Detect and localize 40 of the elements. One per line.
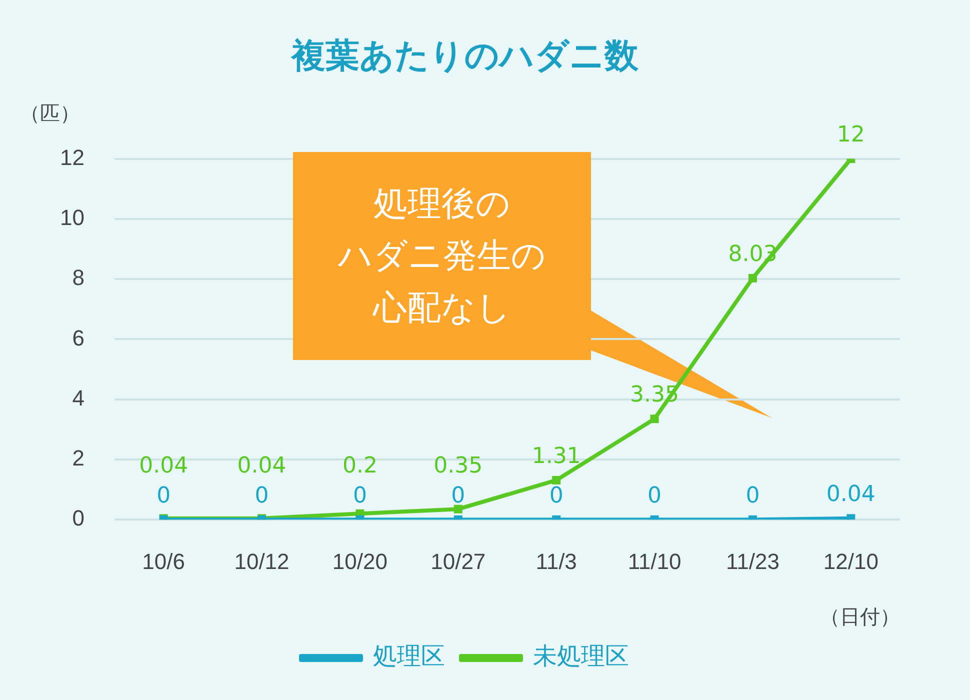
point bbox=[650, 414, 659, 424]
point bbox=[552, 476, 561, 484]
x-tick-label: 10/12 bbox=[234, 548, 290, 574]
y-tick-label: 2 bbox=[72, 446, 84, 471]
data-label: 0 bbox=[156, 483, 171, 508]
annotation: 処理後の bbox=[374, 183, 510, 226]
y-axis-title: （匹） bbox=[20, 101, 80, 126]
x-tick-label: 11/23 bbox=[726, 548, 780, 574]
chart-title: 複葉あたりのハダニ数 bbox=[290, 36, 640, 76]
data-label: 0.35 bbox=[434, 453, 483, 478]
x-tick-label: 10/6 bbox=[142, 548, 185, 574]
x-tick-label: 10/27 bbox=[430, 548, 486, 574]
x-tick-label: 11/10 bbox=[628, 548, 682, 574]
y-tick-label: 4 bbox=[72, 385, 84, 410]
data-label: 0.04 bbox=[139, 453, 188, 478]
data-label: 0 bbox=[648, 483, 662, 508]
x-axis-title: （日付） bbox=[820, 606, 900, 629]
data-label: 0.2 bbox=[342, 453, 378, 478]
data-label: 12 bbox=[836, 122, 865, 148]
x-tick-label: 10/20 bbox=[332, 548, 388, 574]
data-label: 0 bbox=[451, 483, 466, 508]
y-tick-label: 12 bbox=[60, 144, 84, 170]
annotation: 心配なし bbox=[373, 287, 511, 330]
y-tick-label: 10 bbox=[60, 204, 84, 230]
x-tick-label: 12/10 bbox=[823, 548, 878, 574]
legend-label: 未処理区 bbox=[533, 642, 629, 670]
x-tick-label: 11/3 bbox=[536, 548, 577, 574]
point bbox=[748, 274, 757, 282]
data-label: 0 bbox=[549, 483, 564, 508]
data-label: 0.04 bbox=[237, 453, 286, 478]
data-label: 0 bbox=[352, 483, 367, 508]
y-tick-label: 6 bbox=[72, 325, 84, 350]
data-label: 0.04 bbox=[826, 482, 876, 508]
data-label: 0 bbox=[746, 483, 760, 508]
annotation: ハダニ発生の bbox=[338, 235, 546, 278]
legend-label: 処理区 bbox=[373, 642, 445, 670]
data-label: 0 bbox=[254, 483, 269, 508]
y-tick-label: 8 bbox=[72, 265, 84, 290]
y-tick-label: 0 bbox=[72, 506, 84, 531]
data-label: 1.31 bbox=[532, 444, 581, 469]
